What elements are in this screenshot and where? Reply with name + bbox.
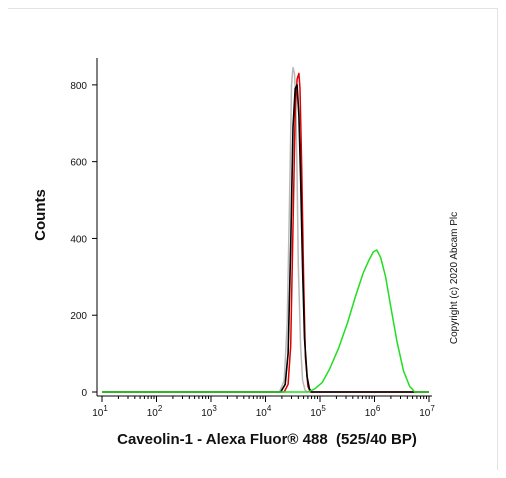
x-tick-exponent: 6 [376,404,381,413]
x-tick-label: 106 [365,404,381,419]
x-tick-exponent: 7 [430,404,435,413]
x-tick-exponent: 4 [267,404,272,413]
x-tick-base: 10 [201,408,213,419]
x-tick-base: 10 [147,408,159,419]
y-ticks: 0 200 400 600 800 [70,81,97,399]
x-tick-label: 107 [419,404,435,419]
x-tick-label: 101 [92,404,108,419]
y-tick-label: 600 [70,158,87,169]
series-line-3 [102,84,429,393]
x-tick-label: 103 [201,404,217,419]
x-tick-base: 10 [419,408,431,419]
series-group [102,66,429,393]
y-tick-label: 400 [70,234,87,245]
x-tick-label: 104 [256,404,272,419]
x-tick-label: 105 [310,404,326,419]
x-tick-exponent: 2 [158,404,163,413]
x-ticks: 101 102 103 104 105 106 107 [92,396,435,419]
copyright-annotation: Copyright (c) 2020 Abcam Plc [449,212,460,344]
x-tick-base: 10 [310,408,322,419]
chart-frame [8,8,498,470]
x-tick-base: 10 [256,408,268,419]
y-axis-label: Counts [32,189,49,241]
series-line-1 [102,66,429,393]
series-line-2 [102,72,429,393]
x-tick-label: 102 [147,404,163,419]
y-tick-label: 0 [81,388,87,399]
x-axis-label: Caveolin-1 - Alexa Fluor® 488 (525/40 BP… [117,431,417,448]
x-tick-base: 10 [92,408,104,419]
x-tick-exponent: 5 [321,404,326,413]
x-tick-base: 10 [365,408,377,419]
x-tick-exponent: 3 [212,404,217,413]
x-tick-exponent: 1 [103,404,108,413]
series-line-4 [102,249,429,393]
y-tick-label: 200 [70,311,87,322]
y-tick-label: 800 [70,81,87,92]
